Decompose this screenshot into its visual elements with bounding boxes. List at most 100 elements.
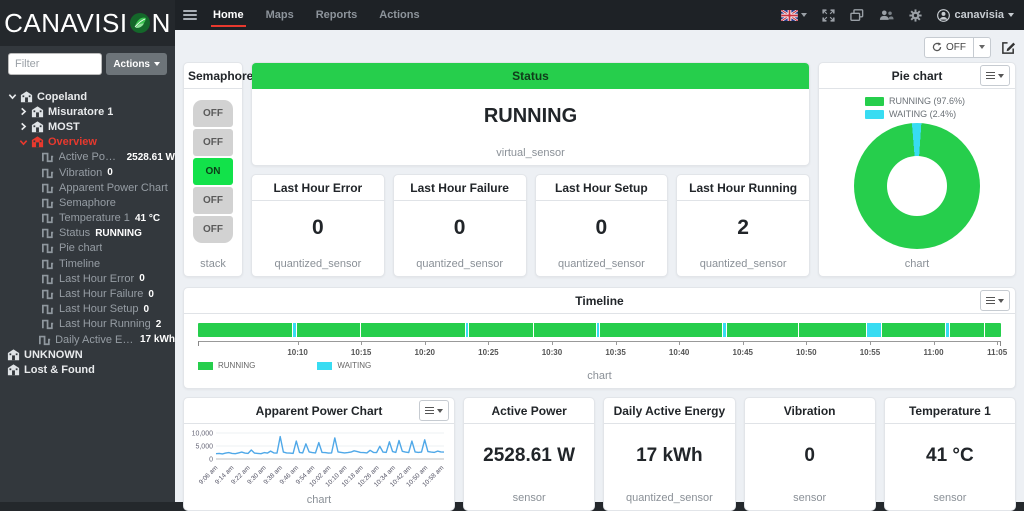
- tree-item-label: Overview: [48, 136, 97, 149]
- chevron-right-icon[interactable]: [17, 107, 29, 116]
- tree-item-lost-found[interactable]: Lost & Found: [0, 362, 175, 377]
- tree-item-last-hour-error[interactable]: Last Hour Error 0: [0, 271, 175, 286]
- chevron-down-icon[interactable]: [6, 92, 18, 101]
- building-icon: [31, 136, 43, 148]
- apparent-power-menu-button[interactable]: [419, 400, 449, 421]
- menu-item-actions[interactable]: Actions: [379, 9, 420, 21]
- tree-item-last-hour-failure[interactable]: Last Hour Failure 0: [0, 286, 175, 301]
- chevron-down-icon[interactable]: [17, 138, 29, 147]
- stat-card-last-hour-setup: Last Hour Setup 0 quantized_sensor: [534, 174, 669, 277]
- square-wave-icon: [42, 244, 54, 254]
- stat-card-daily-active-energy-title: Daily Active Energy: [604, 398, 735, 424]
- timeline-segment-running[interactable]: [468, 323, 533, 337]
- timeline-segment-running[interactable]: [599, 323, 723, 337]
- tree-item-misuratore-1[interactable]: Misuratore 1: [0, 104, 175, 119]
- timeline-segment-running[interactable]: [984, 323, 1001, 337]
- tree-item-daily-active-energy[interactable]: Daily Active Energy 17 kWh: [0, 332, 175, 347]
- semaphore-light-2[interactable]: ON: [193, 158, 233, 185]
- status-panel: Status RUNNING virtual_sensor: [251, 62, 810, 166]
- axis-tick-label: 10:40: [668, 347, 690, 357]
- semaphore-light-1[interactable]: OFF: [193, 129, 233, 156]
- user-menu-button[interactable]: canavisia: [937, 8, 1014, 22]
- chevron-down-icon: [19, 139, 27, 145]
- uk-flag-icon: [781, 9, 799, 21]
- timeline-menu-button[interactable]: [980, 290, 1010, 311]
- timeline-segment-waiting[interactable]: [722, 323, 727, 337]
- pie-donut-chart: [854, 123, 980, 249]
- pie-chart-menu-button[interactable]: [980, 65, 1010, 86]
- auto-refresh-caret-button[interactable]: [974, 36, 991, 58]
- timeline-segment-running[interactable]: [948, 323, 985, 337]
- axis-tick: [551, 340, 553, 345]
- tree-item-overview[interactable]: Overview: [0, 135, 175, 150]
- axis-tick-label: 10:55: [859, 347, 881, 357]
- timeline-segment-waiting[interactable]: [464, 323, 469, 337]
- refresh-icon: [932, 42, 942, 52]
- settings-button[interactable]: [909, 8, 923, 22]
- tree-item-active-power[interactable]: Active Power 2528.61 W: [0, 150, 175, 165]
- stat-card-last-hour-error-title: Last Hour Error: [252, 175, 384, 201]
- semaphore-light-3[interactable]: OFF: [193, 187, 233, 214]
- tree-item-status[interactable]: Status RUNNING: [0, 226, 175, 241]
- language-flag-button[interactable]: [781, 9, 808, 21]
- axis-tick: [424, 340, 426, 345]
- axis-tick-label: 10:25: [478, 347, 499, 357]
- caret-down-icon: [1008, 13, 1014, 17]
- menu-item-maps[interactable]: Maps: [265, 9, 294, 21]
- sidebar-actions-button[interactable]: Actions: [106, 53, 167, 75]
- timeline-segment-running[interactable]: [295, 323, 360, 337]
- timeline-segment-running[interactable]: [532, 323, 596, 337]
- tree-item-value: 0: [139, 273, 145, 285]
- menu-item-home[interactable]: Home: [211, 0, 246, 30]
- tree-item-vibration[interactable]: Vibration 0: [0, 165, 175, 180]
- tree-item-most[interactable]: MOST: [0, 119, 175, 134]
- stat-card-daily-active-energy-value: 17 kWh: [636, 445, 703, 466]
- auto-refresh-button[interactable]: OFF: [924, 36, 974, 58]
- square-wave-icon: [41, 167, 55, 179]
- screens-button[interactable]: [850, 8, 864, 22]
- timeline-segment-running[interactable]: [359, 323, 465, 337]
- tree-item-last-hour-setup[interactable]: Last Hour Setup 0: [0, 302, 175, 317]
- tree-item-label: Last Hour Error: [59, 272, 135, 285]
- users-button[interactable]: [879, 9, 895, 21]
- timeline-segment-running[interactable]: [798, 323, 867, 337]
- timeline-segment-waiting[interactable]: [595, 323, 600, 337]
- brand-logo[interactable]: CANAVISI N: [0, 0, 175, 46]
- square-wave-icon: [42, 183, 54, 193]
- status-value: RUNNING: [483, 104, 578, 127]
- square-wave-icon: [42, 198, 54, 209]
- timeline-segment-waiting[interactable]: [866, 323, 882, 337]
- stat-card-last-hour-setup-footer: quantized_sensor: [557, 258, 645, 270]
- svg-text:10,000: 10,000: [192, 431, 214, 438]
- chevron-right-icon[interactable]: [17, 122, 29, 131]
- timeline-segment-running[interactable]: [198, 323, 292, 337]
- tree-item-apparent-power-chart[interactable]: Apparent Power Chart: [0, 180, 175, 195]
- tree-item-label: Status: [59, 227, 91, 240]
- tree-item-semaphore[interactable]: Semaphore: [0, 195, 175, 210]
- square-wave-icon: [41, 318, 55, 330]
- tree-item-pie-chart[interactable]: Pie chart: [0, 241, 175, 256]
- semaphore-light-4[interactable]: OFF: [193, 216, 233, 243]
- tree-item-timeline[interactable]: Timeline: [0, 256, 175, 271]
- menu-item-reports[interactable]: Reports: [315, 9, 358, 21]
- svg-text:0: 0: [209, 457, 213, 464]
- brand-text-right: N: [151, 7, 171, 38]
- square-wave-icon: [42, 320, 54, 330]
- tree-item-copeland[interactable]: Copeland: [0, 89, 175, 104]
- tree-item-temperature-1[interactable]: Temperature 1 41 °C: [0, 211, 175, 226]
- timeline-segment-waiting[interactable]: [291, 323, 296, 337]
- timeline-segment-running[interactable]: [881, 323, 946, 337]
- timeline-segment-running[interactable]: [726, 323, 799, 337]
- timeline-segment-waiting[interactable]: [945, 323, 949, 337]
- tree-item-unknown[interactable]: UNKNOWN: [0, 347, 175, 362]
- tree-item-label: Temperature 1: [59, 212, 130, 225]
- sidebar-toggle-hamburger-icon[interactable]: [183, 10, 197, 20]
- edit-dashboard-button[interactable]: [1001, 40, 1016, 55]
- stat-card-vibration-title: Vibration: [744, 398, 875, 424]
- tree-item-last-hour-running[interactable]: Last Hour Running 2: [0, 317, 175, 332]
- axis-end-cap: [198, 340, 199, 346]
- semaphore-light-0[interactable]: OFF: [193, 100, 233, 127]
- fullscreen-button[interactable]: [822, 8, 836, 22]
- fullscreen-icon: [822, 8, 836, 22]
- filter-input[interactable]: [8, 53, 103, 75]
